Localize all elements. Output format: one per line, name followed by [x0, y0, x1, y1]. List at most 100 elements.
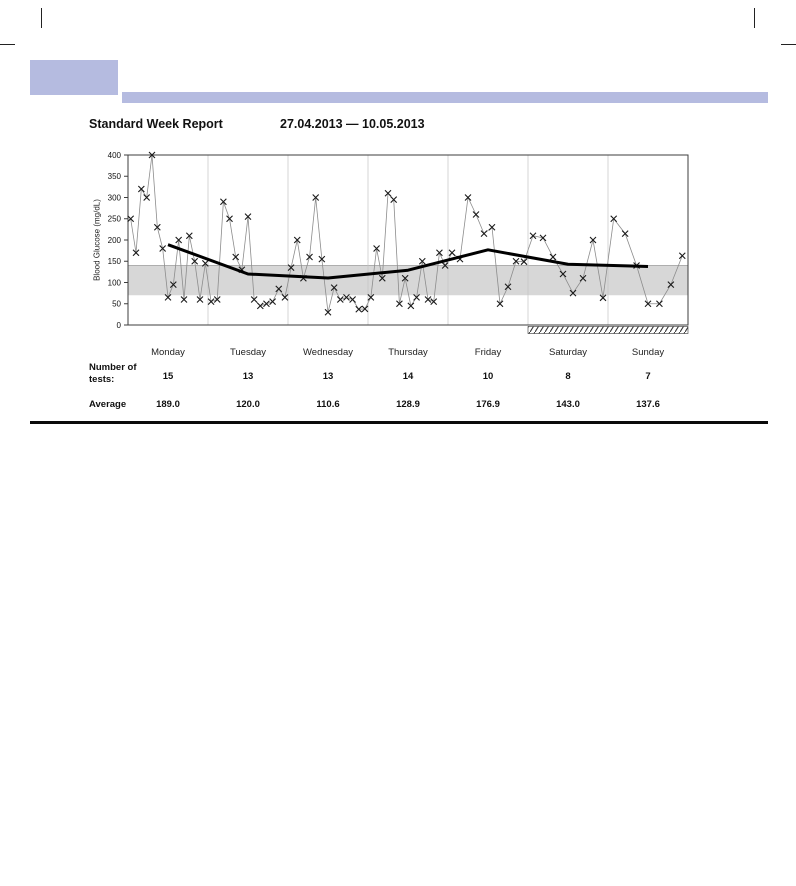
average-row-label: Average	[89, 399, 127, 410]
crop-mark-top-left	[41, 8, 42, 28]
tests-count-thursday: 14	[402, 371, 414, 382]
day-label-wednesday: Wednesday	[303, 347, 353, 358]
reading-marker	[287, 264, 295, 272]
reading-marker	[413, 293, 420, 301]
tests-count-friday: 10	[482, 371, 494, 382]
tests-count-saturday: 8	[565, 371, 571, 382]
reading-marker	[504, 283, 512, 291]
reading-marker	[610, 215, 618, 223]
reading-marker	[569, 289, 577, 297]
average-friday: 176.9	[476, 399, 500, 410]
reading-marker	[549, 253, 557, 261]
reading-marker	[324, 308, 332, 316]
day-label-tuesday: Tuesday	[229, 347, 267, 358]
reading-marker	[520, 258, 528, 266]
weekend-hatch-strip	[527, 326, 689, 334]
reading-marker	[232, 253, 240, 261]
reading-marker	[148, 151, 156, 159]
y-tick-label: 250	[108, 215, 122, 224]
reading-marker	[621, 230, 629, 238]
average-thursday: 128.9	[396, 399, 420, 410]
report-title: Standard Week Report	[89, 117, 223, 131]
reading-marker	[175, 236, 183, 244]
reading-marker	[244, 213, 252, 221]
reading-marker	[201, 259, 209, 267]
reading-marker	[589, 236, 597, 244]
y-tick-label: 100	[108, 278, 122, 287]
reading-marker	[401, 274, 409, 282]
tests-row-label-line2: tests:	[89, 374, 115, 385]
reading-marker	[164, 293, 172, 301]
reading-marker	[529, 232, 537, 240]
reading-marker	[269, 298, 277, 306]
reading-marker	[472, 211, 480, 218]
reading-marker	[384, 189, 392, 197]
reading-marker	[464, 194, 472, 201]
tests-count-monday: 15	[162, 371, 174, 382]
reading-marker	[512, 257, 520, 265]
day-label-saturday: Saturday	[548, 347, 588, 358]
reading-marker	[396, 300, 403, 308]
reading-marker	[185, 232, 193, 240]
reading-marker	[367, 293, 375, 301]
readings-connector-line	[130, 154, 683, 313]
crop-mark-right-edge	[781, 44, 796, 45]
y-tick-label: 0	[117, 321, 122, 330]
day-label-friday: Friday	[474, 347, 502, 358]
reading-marker	[579, 274, 587, 282]
day-label-thursday: Thursday	[388, 347, 428, 358]
tests-row-label-line1: Number of	[89, 362, 137, 373]
reading-marker	[480, 230, 488, 238]
reading-marker	[496, 300, 504, 308]
reading-marker	[448, 249, 456, 257]
average-saturday: 143.0	[556, 399, 580, 410]
reading-marker	[256, 302, 264, 310]
reading-marker	[207, 298, 215, 306]
reading-marker	[355, 305, 363, 313]
average-wednesday: 110.6	[316, 399, 340, 410]
reading-marker	[275, 285, 283, 293]
average-sunday: 137.6	[636, 399, 660, 410]
y-tick-label: 50	[112, 300, 121, 309]
reading-marker	[349, 296, 357, 303]
reading-marker	[373, 245, 380, 252]
reading-marker	[306, 253, 313, 261]
y-tick-label: 400	[108, 151, 122, 160]
reading-marker	[137, 185, 145, 193]
reading-marker	[263, 300, 270, 308]
daily-average-trend-line	[167, 243, 649, 280]
tests-count-tuesday: 13	[242, 371, 254, 382]
average-monday: 189.0	[156, 399, 180, 410]
reading-marker	[488, 223, 496, 231]
y-tick-label: 300	[108, 193, 122, 202]
day-label-sunday: Sunday	[631, 347, 665, 358]
crop-mark-left-edge	[0, 44, 15, 45]
reading-marker	[656, 300, 663, 308]
reading-marker	[159, 245, 167, 252]
crop-mark-top-right	[754, 8, 755, 28]
reading-marker	[143, 194, 151, 201]
reading-marker	[436, 249, 443, 257]
reading-marker	[390, 196, 398, 204]
reading-marker	[644, 300, 652, 308]
chapter-tab-block	[30, 60, 118, 95]
reading-marker	[250, 296, 258, 303]
reading-marker	[336, 296, 344, 303]
reading-marker	[191, 257, 199, 265]
reading-marker	[361, 305, 369, 313]
reading-marker	[343, 293, 350, 301]
reading-marker	[441, 262, 449, 269]
reading-marker	[667, 281, 675, 289]
y-tick-label: 200	[108, 236, 122, 245]
tests-count-sunday: 7	[645, 371, 651, 382]
reading-marker	[559, 270, 567, 278]
reading-marker	[213, 296, 221, 303]
reading-marker	[378, 274, 386, 282]
reading-marker	[226, 215, 233, 223]
reading-marker	[281, 293, 289, 301]
reading-marker	[407, 302, 415, 310]
reading-marker	[418, 257, 426, 265]
average-tuesday: 120.0	[236, 399, 260, 410]
reading-marker	[312, 194, 320, 201]
